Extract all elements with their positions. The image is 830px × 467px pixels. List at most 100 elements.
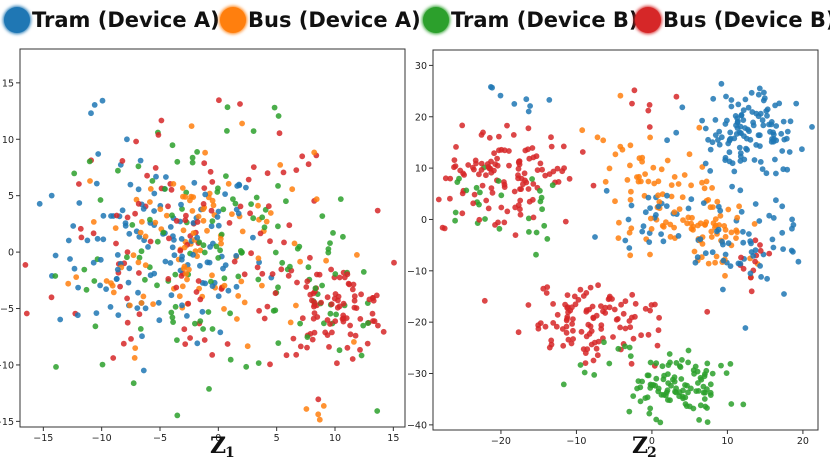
scatter-point [699,179,705,186]
scatter-point [178,201,184,208]
scatter-point [655,178,662,185]
y-tick-label: 10 [2,135,14,146]
scatter-point [179,253,186,260]
y-tick-label: 0 [8,248,14,259]
scatter-point [795,258,802,265]
scatter-point [197,262,203,269]
scatter-point [264,170,271,177]
scatter-point [471,191,478,198]
scatter-point [548,337,555,344]
scatter-point [575,296,582,303]
scatter-point [594,352,601,359]
scatter-point [657,419,664,426]
scatter-point [309,297,315,304]
scatter-point [52,252,59,259]
scatter-point [647,405,654,412]
scatter-point [336,347,343,354]
scatter-point [598,303,604,309]
scatter-point [179,206,185,212]
scatter-point [758,274,764,280]
scatter-point [484,161,491,167]
scatter-point [682,401,689,407]
scatter-point [315,396,322,403]
scatter-point [681,172,688,178]
scatter-point [702,160,709,167]
scatter-point [560,342,567,349]
scatter-point [712,222,719,229]
scatter-point [549,182,556,189]
scatter-point [299,153,306,160]
scatter-point [124,136,130,143]
scatter-point [740,401,747,408]
scatter-point [692,259,699,266]
scatter-point [124,319,131,326]
scatter-point [736,129,743,136]
scatter-point [110,355,117,361]
scatter-point [172,271,179,278]
scatter-point [529,176,535,182]
scatter-point [144,172,151,179]
scatter-point [748,288,755,295]
scatter-point [763,170,770,177]
scatter-point [220,206,227,213]
scatter-point [465,162,472,168]
scatter-point [742,96,749,103]
scatter-point [255,255,262,262]
scatter-point [757,247,764,254]
legend-label: Bus (Device B) [663,8,830,32]
y-tick-label: 20 [415,112,427,123]
scatter-point [488,169,495,176]
scatter-point [126,302,133,309]
scatter-point [678,376,685,382]
scatter-point [287,319,294,326]
scatter-point [645,107,652,114]
scatter-point [229,211,235,218]
scatter-point [476,171,482,178]
scatter-point [697,220,704,227]
scatter-point [158,117,165,124]
scatter-point [784,166,791,173]
scatter-point [592,234,598,240]
scatter-point [525,302,532,308]
scatter-point [472,157,479,164]
scatter-point [666,351,673,357]
scatter-point [257,230,264,237]
scatter-point [180,193,186,200]
scatter-point [456,175,462,182]
scatter-point [194,234,201,241]
scatter-point [94,235,101,242]
scatter-point [517,197,524,204]
scatter-point [470,200,477,207]
scatter-point [237,203,244,210]
scatter-point [259,270,266,277]
scatter-point [620,310,627,317]
scatter-point [708,234,715,240]
scatter-point [149,178,156,184]
scatter-point [217,247,224,254]
scatter-point [647,134,653,141]
scatter-point [740,265,747,272]
scatter-point [563,329,570,336]
scatter-point [718,362,724,369]
scatter-point [582,360,589,366]
scatter-point [705,136,711,143]
scatter-point [200,326,207,332]
scatter-point [256,307,262,314]
scatter-point [279,259,286,266]
scatter-point [768,119,775,125]
scatter-panel-1: −15 −10 −5 0 5 10 15 15 10 5 0 −5 −10 −15 Z1 [0,48,406,461]
legend-marker-icon [220,7,246,33]
scatter-point [699,117,705,124]
scatter-point [653,212,659,218]
scatter-point [201,185,208,192]
scatter-point [77,225,84,232]
scatter-point [646,124,653,130]
scatter-point [627,252,634,259]
scatter-point [626,245,633,251]
scatter-point [565,309,571,316]
scatter-point [527,103,533,109]
scatter-point [314,271,320,278]
scatter-point [602,304,609,311]
scatter-point [137,326,144,332]
scatter-point [71,265,78,272]
